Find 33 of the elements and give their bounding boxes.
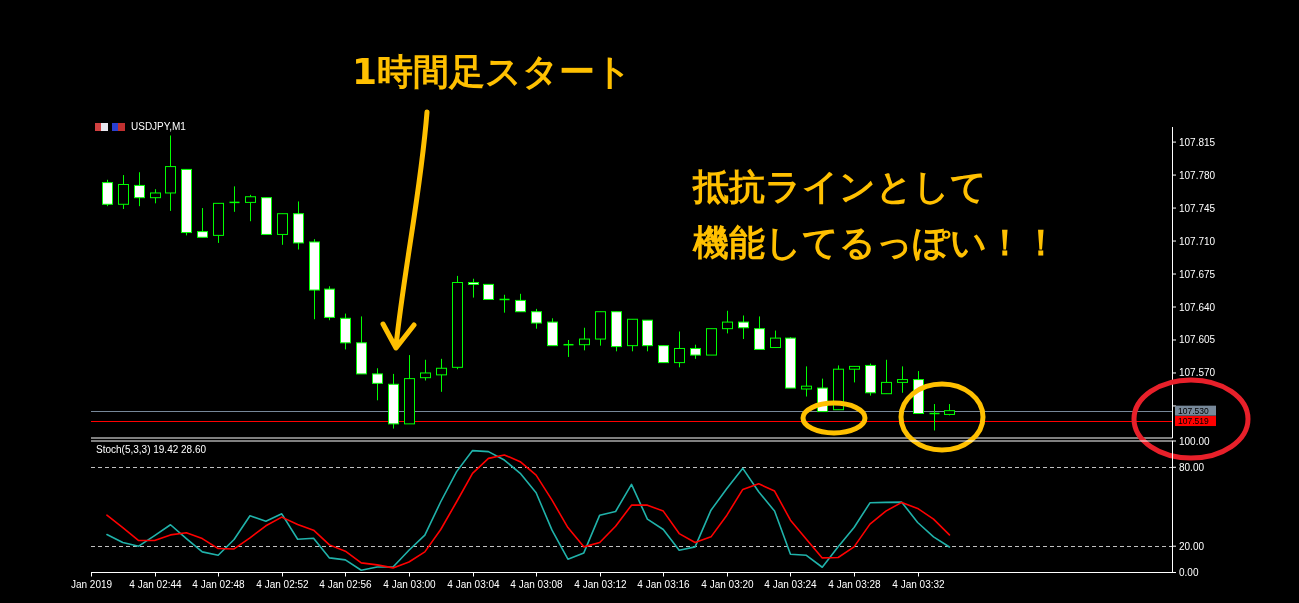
ytick-label: 107.675 [1179, 268, 1216, 280]
xtick-label: 4 Jan 03:24 [764, 578, 817, 590]
ytick-label: 107.640 [1179, 301, 1216, 313]
ytick-label: 107.710 [1179, 235, 1216, 247]
annotation: 機能してるっぽい！！ [693, 222, 1059, 263]
ref-line-label: 107.519 [1178, 416, 1209, 427]
xtick-label: 4 Jan 03:20 [701, 578, 754, 590]
ytick-label: 0.00 [1179, 567, 1199, 578]
title: USDJPY,M1 [131, 121, 186, 132]
ytick-label: 80.00 [1179, 461, 1205, 473]
ref-line-label: 107.530 [1178, 405, 1209, 416]
xtick-label: 4 Jan 02:44 [129, 578, 182, 590]
xtick-label: 4 Jan 02:48 [192, 578, 245, 590]
ytick-label: 107.780 [1179, 169, 1216, 181]
xtick-label: 4 Jan 03:16 [637, 578, 690, 590]
xtick-label: 4 Jan 03:32 [892, 578, 945, 590]
xtick-label: 4 Jan 02:56 [319, 578, 372, 590]
ytick-label: 107.605 [1179, 334, 1216, 346]
annotation: 1時間足スタート [352, 51, 633, 92]
ytick-label: 100.00 [1179, 435, 1210, 447]
xtick-label: 4 Jan 03:28 [828, 578, 881, 590]
xtick-label: 4 Jan 03:12 [574, 578, 627, 590]
xtick-label: Jan 2019 [70, 578, 113, 590]
title: Stoch(5,3,3) 19.42 28.60 [96, 444, 207, 455]
xtick-label: 4 Jan 03:04 [447, 578, 500, 590]
xtick-label: 4 Jan 03:08 [510, 578, 563, 590]
ytick-label: 20.00 [1179, 540, 1205, 552]
xtick-label: 4 Jan 03:00 [383, 578, 436, 590]
ytick-label: 107.745 [1179, 202, 1216, 214]
xtick-label: 4 Jan 02:52 [256, 578, 309, 590]
ytick-label: 107.815 [1179, 136, 1216, 148]
annotation: 抵抗ラインとして [693, 166, 987, 207]
ytick-label: 107.570 [1179, 367, 1216, 379]
